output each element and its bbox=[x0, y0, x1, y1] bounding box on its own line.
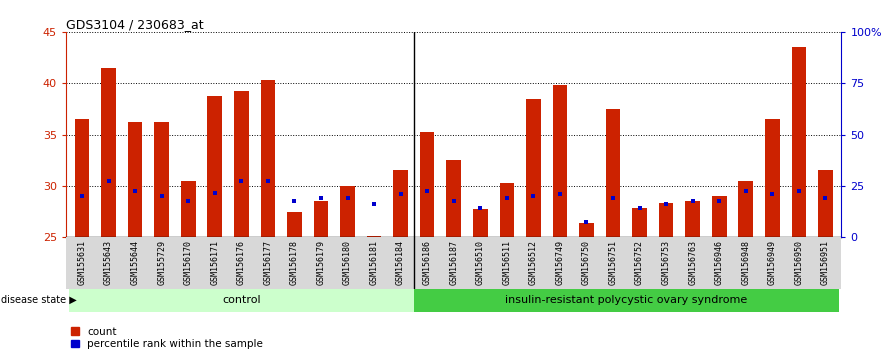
Text: GSM156186: GSM156186 bbox=[423, 240, 432, 285]
Bar bbox=[526, 98, 541, 237]
Text: GSM156751: GSM156751 bbox=[609, 240, 618, 285]
Bar bbox=[712, 196, 727, 237]
Bar bbox=[791, 47, 806, 237]
Text: GSM156171: GSM156171 bbox=[211, 240, 219, 285]
Text: GSM156749: GSM156749 bbox=[555, 240, 565, 285]
FancyBboxPatch shape bbox=[69, 289, 414, 312]
Bar bbox=[552, 85, 567, 237]
Bar bbox=[234, 91, 248, 237]
Text: GSM156950: GSM156950 bbox=[795, 240, 803, 285]
Text: GSM156753: GSM156753 bbox=[662, 240, 670, 285]
Bar bbox=[366, 236, 381, 237]
Text: GSM156949: GSM156949 bbox=[768, 240, 777, 285]
Bar bbox=[261, 80, 275, 237]
Text: GSM156187: GSM156187 bbox=[449, 240, 458, 285]
Text: GSM155643: GSM155643 bbox=[104, 240, 113, 285]
Text: GSM155631: GSM155631 bbox=[78, 240, 86, 285]
Text: GSM156181: GSM156181 bbox=[369, 240, 379, 285]
Text: GSM155644: GSM155644 bbox=[130, 240, 139, 285]
Text: GSM155729: GSM155729 bbox=[157, 240, 167, 285]
Bar bbox=[128, 122, 143, 237]
Text: GSM156177: GSM156177 bbox=[263, 240, 272, 285]
Bar bbox=[420, 132, 434, 237]
Text: GSM156170: GSM156170 bbox=[184, 240, 193, 285]
Text: GSM156510: GSM156510 bbox=[476, 240, 485, 285]
Text: GSM156752: GSM156752 bbox=[635, 240, 644, 285]
Bar bbox=[154, 122, 169, 237]
Bar bbox=[685, 201, 700, 237]
Text: insulin-resistant polycystic ovary syndrome: insulin-resistant polycystic ovary syndr… bbox=[505, 295, 747, 305]
Bar bbox=[606, 109, 620, 237]
Bar bbox=[659, 203, 673, 237]
Text: GSM156179: GSM156179 bbox=[316, 240, 325, 285]
Text: GSM156951: GSM156951 bbox=[821, 240, 830, 285]
Text: GSM156948: GSM156948 bbox=[741, 240, 751, 285]
Text: GSM156512: GSM156512 bbox=[529, 240, 538, 285]
Text: GSM156946: GSM156946 bbox=[714, 240, 723, 285]
Bar bbox=[818, 170, 833, 237]
Bar bbox=[181, 181, 196, 237]
Bar bbox=[579, 223, 594, 237]
FancyBboxPatch shape bbox=[414, 289, 839, 312]
Text: control: control bbox=[222, 295, 261, 305]
Bar bbox=[738, 181, 753, 237]
Text: GSM156180: GSM156180 bbox=[343, 240, 352, 285]
Bar bbox=[633, 209, 647, 237]
Bar bbox=[393, 170, 408, 237]
Text: disease state ▶: disease state ▶ bbox=[1, 295, 77, 305]
Text: GSM156178: GSM156178 bbox=[290, 240, 299, 285]
Bar bbox=[287, 211, 301, 237]
Legend: count, percentile rank within the sample: count, percentile rank within the sample bbox=[71, 327, 263, 349]
Bar bbox=[75, 119, 89, 237]
Bar bbox=[340, 186, 355, 237]
Bar bbox=[207, 96, 222, 237]
Bar bbox=[447, 160, 461, 237]
Bar bbox=[500, 183, 515, 237]
Text: GSM156511: GSM156511 bbox=[502, 240, 511, 285]
Bar bbox=[314, 201, 329, 237]
Text: GSM156763: GSM156763 bbox=[688, 240, 697, 285]
Text: GSM156184: GSM156184 bbox=[396, 240, 405, 285]
Bar bbox=[473, 210, 487, 237]
Text: GSM156176: GSM156176 bbox=[237, 240, 246, 285]
Bar bbox=[101, 68, 116, 237]
Bar bbox=[765, 119, 780, 237]
Text: GDS3104 / 230683_at: GDS3104 / 230683_at bbox=[66, 18, 204, 31]
Text: GSM156750: GSM156750 bbox=[582, 240, 591, 285]
